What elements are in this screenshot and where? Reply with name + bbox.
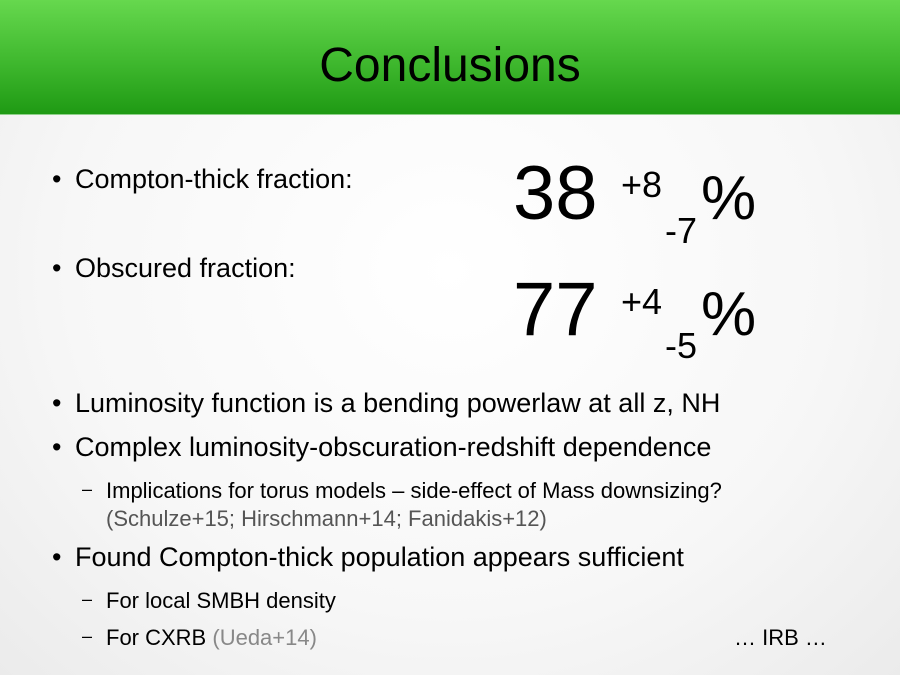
irb-note: … IRB … (734, 625, 827, 650)
compton-thick-upper-error: +8 (621, 164, 663, 205)
compton-thick-label: Compton-thick fraction: (75, 164, 353, 194)
compton-thick-value: 38 (513, 151, 598, 236)
obscured-value: 77 (513, 267, 598, 352)
slide-title: Conclusions (319, 39, 581, 92)
sub-bullet-text: For local SMBH density (106, 588, 336, 613)
obscured-lower-error: -5 (665, 325, 698, 366)
dash-icon: – (82, 479, 93, 499)
bullet-text: Found Compton-thick population appears s… (75, 542, 684, 572)
bullet-icon: • (52, 432, 62, 462)
sub-bullet-text: For CXRB (Ueda+14) (106, 624, 317, 652)
obscured-unit: % (701, 280, 757, 349)
title-bar: Conclusions (0, 0, 900, 115)
bullet-icon: • (52, 164, 62, 194)
sub-bullet-text: Implications for torus models – side-eff… (106, 478, 722, 503)
bullet-icon: • (52, 388, 62, 418)
obscured-upper-error: +4 (621, 281, 663, 322)
bullet-icon: • (52, 542, 62, 572)
dash-icon: – (82, 626, 93, 646)
obscured-label: Obscured fraction: (75, 253, 296, 283)
compton-thick-lower-error: -7 (665, 210, 698, 251)
bullet-icon: • (52, 253, 62, 283)
cxrb-text: For CXRB (106, 625, 207, 650)
compton-thick-unit: % (701, 164, 757, 233)
bullet-text: Complex luminosity-obscuration-redshift … (75, 432, 712, 462)
citation-text: (Ueda+14) (212, 625, 317, 650)
bullet-text: Luminosity function is a bending powerla… (75, 388, 721, 418)
citation-text: (Schulze+15; Hirschmann+14; Fanidakis+12… (106, 506, 547, 531)
dash-icon: – (82, 589, 93, 609)
